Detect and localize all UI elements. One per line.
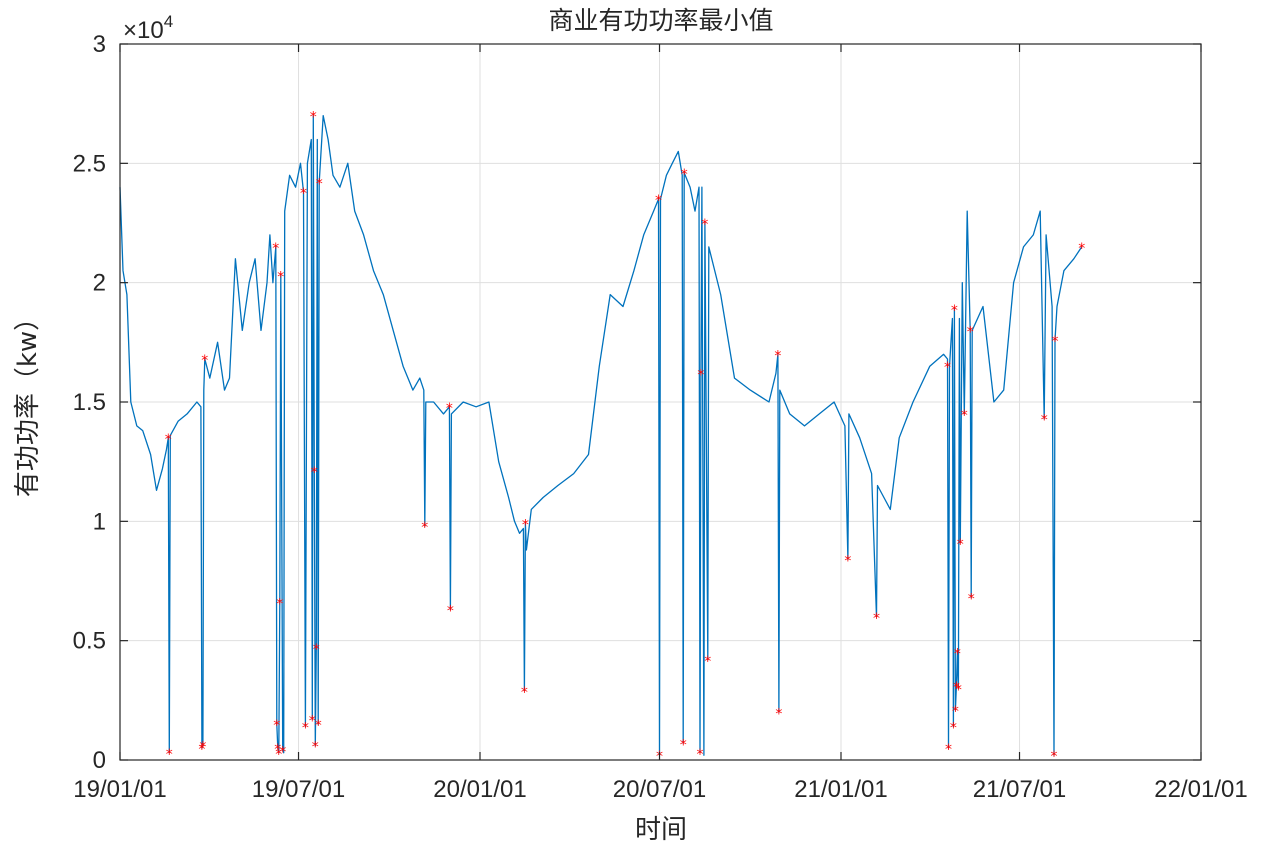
star-marker: * [967, 324, 974, 340]
star-marker: * [701, 217, 708, 233]
star-marker: * [313, 642, 320, 658]
star-marker: * [421, 520, 428, 536]
y-tick-label: 2 [93, 270, 106, 297]
star-marker: * [945, 742, 952, 758]
star-marker: * [1041, 413, 1048, 429]
x-tick-label: 21/07/01 [973, 776, 1066, 803]
star-marker: * [302, 721, 309, 737]
star-marker: * [447, 604, 454, 620]
chart-title: 商业有功功率最小值 [548, 6, 773, 35]
star-marker: * [315, 718, 322, 734]
star-marker: * [968, 592, 975, 608]
star-marker: * [775, 706, 782, 722]
axis-ticks: 19/01/01 19/07/01 20/01/01 20/07/01 21/01/01… [73, 31, 1248, 803]
star-marker: * [944, 360, 951, 376]
star-marker: * [1051, 749, 1058, 765]
star-marker: * [681, 167, 688, 183]
star-marker: * [952, 704, 959, 720]
star-marker: * [446, 401, 453, 417]
star-marker: * [309, 713, 316, 729]
star-marker: * [300, 186, 307, 202]
star-marker: * [276, 597, 283, 613]
y-multiplier-exponent: 4 [164, 12, 173, 31]
star-marker: * [521, 685, 528, 701]
y-tick-label: 1.5 [73, 389, 106, 416]
star-marker: * [704, 654, 711, 670]
star-marker: * [680, 737, 687, 753]
x-tick-label: 22/01/01 [1154, 776, 1247, 803]
y-axis-label: 有功功率（kw） [13, 305, 43, 497]
star-marker: * [774, 348, 781, 364]
x-tick-label: 20/07/01 [613, 776, 706, 803]
star-marker: * [198, 742, 205, 758]
star-marker: * [201, 353, 208, 369]
y-tick-label: 0.5 [73, 628, 106, 655]
star-marker: * [844, 554, 851, 570]
star-marker: * [166, 747, 173, 763]
y-tick-label: 3 [93, 31, 106, 58]
x-tick-label: 19/07/01 [252, 776, 345, 803]
star-marker: * [274, 742, 281, 758]
star-marker: * [697, 747, 704, 763]
star-marker: * [199, 740, 206, 756]
star-marker: * [697, 367, 704, 383]
star-marker: * [310, 110, 317, 126]
star-marker: * [953, 680, 960, 696]
y-axis-multiplier: ×104 [123, 12, 173, 44]
x-tick-label: 21/01/01 [794, 776, 887, 803]
star-marker: * [165, 432, 172, 448]
y-tick-label: 2.5 [73, 150, 106, 177]
star-marker: * [950, 721, 957, 737]
x-axis-label: 时间 [635, 815, 687, 845]
y-tick-label: 0 [93, 747, 106, 774]
series-line [119, 114, 1083, 756]
star-marker: * [655, 193, 662, 209]
x-tick-label: 20/01/01 [433, 776, 526, 803]
star-marker: * [272, 241, 279, 257]
star-marker: * [316, 176, 323, 192]
plot-area: ****************************************… [119, 110, 1085, 765]
star-marker: * [954, 647, 961, 663]
x-tick-label: 19/01/01 [73, 776, 166, 803]
star-marker: * [273, 718, 280, 734]
star-marker: * [961, 408, 968, 424]
star-marker: * [275, 747, 282, 763]
star-marker: * [957, 537, 964, 553]
star-marker: * [522, 518, 529, 534]
star-marker: * [312, 740, 319, 756]
star-marker: * [873, 611, 880, 627]
star-marker: * [1052, 334, 1059, 350]
y-tick-label: 1 [93, 508, 106, 535]
star-marker: * [279, 745, 286, 761]
star-marker: * [955, 682, 962, 698]
y-multiplier-base: ×10 [123, 17, 164, 44]
star-marker: * [951, 303, 958, 319]
star-marker: * [277, 270, 284, 286]
star-marker: * [311, 465, 318, 481]
star-marker: * [1078, 241, 1085, 257]
